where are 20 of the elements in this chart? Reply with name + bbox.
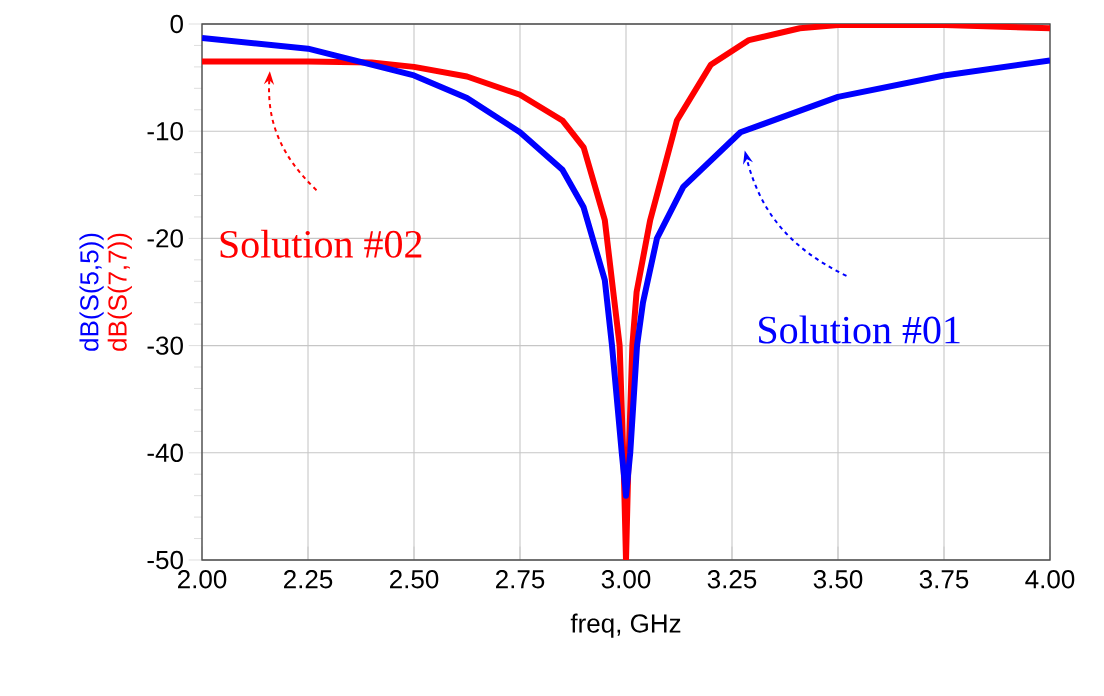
- x-tick-label: 3.00: [601, 570, 651, 589]
- x-tick-label: 3.50: [813, 570, 863, 589]
- x-tick-label: 3.25: [707, 570, 757, 589]
- y-tick-label: -40: [147, 443, 183, 462]
- x-tick-label: 2.75: [496, 570, 545, 589]
- annotation: Solution #01: [759, 315, 960, 344]
- x-tick-label: 2.50: [390, 570, 439, 589]
- y-tick-label: 0: [170, 14, 183, 34]
- x-axis-title: freq, GHz: [570, 613, 681, 638]
- y-tick-label: -10: [147, 122, 183, 141]
- x-tick-label: 3.75: [919, 570, 969, 589]
- text: dB(S(5,5)): [79, 233, 104, 351]
- x-tick-label: 2.25: [284, 570, 333, 589]
- x-tick-label: 4.00: [1025, 570, 1075, 589]
- x-tick-label: 2.00: [178, 570, 227, 589]
- text: dB(S(7,7)): [107, 233, 132, 351]
- y-tick-label: -50: [147, 550, 183, 570]
- y-tick-label: -30: [147, 336, 183, 355]
- y-tick-label: -20: [147, 229, 183, 248]
- annotation: Solution #02: [220, 229, 422, 258]
